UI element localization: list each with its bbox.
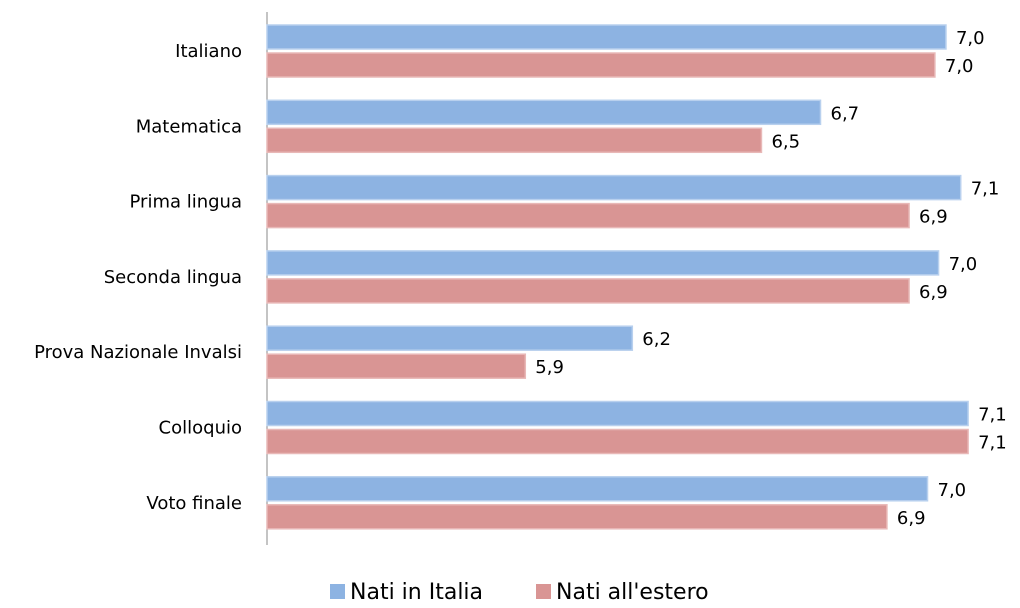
data-label: 7,1 [978,433,1007,454]
data-label: 6,2 [642,329,671,350]
y-tick-label: Voto finale [146,493,242,514]
bar [266,52,936,78]
bar [266,278,910,304]
data-label: 6,7 [831,103,860,124]
legend-label: Nati in Italia [350,580,483,605]
y-tick-label: Colloquio [159,418,242,439]
data-label: 7,0 [949,254,978,275]
y-tick-label: Seconda lingua [104,267,242,288]
bar [266,400,969,427]
bar [266,428,969,455]
bar [266,24,947,50]
bar [266,353,527,379]
bar [266,99,822,126]
y-tick-label: Prova Nazionale Invalsi [34,342,242,363]
data-label: 7,1 [978,405,1007,426]
legend-swatch [330,584,345,599]
y-tick-label: Matematica [136,116,242,137]
legend-swatch [536,584,551,599]
data-label: 7,0 [945,56,974,77]
y-tick-label: Italiano [175,41,242,62]
bar [266,202,910,229]
legend-label: Nati all'estero [556,580,709,605]
data-label: 6,5 [771,131,800,152]
bar [266,504,888,530]
bar [266,325,634,351]
bar [266,127,763,154]
bar [266,476,929,502]
bar [266,174,962,201]
data-label: 7,1 [971,179,1000,200]
data-label: 5,9 [535,357,564,378]
y-tick-label: Prima lingua [130,192,243,213]
data-label: 7,0 [938,480,967,501]
data-label: 6,9 [897,508,926,529]
data-label: 6,9 [919,282,948,303]
bar [266,250,940,276]
data-label: 6,9 [919,207,948,228]
data-label: 7,0 [956,28,985,49]
